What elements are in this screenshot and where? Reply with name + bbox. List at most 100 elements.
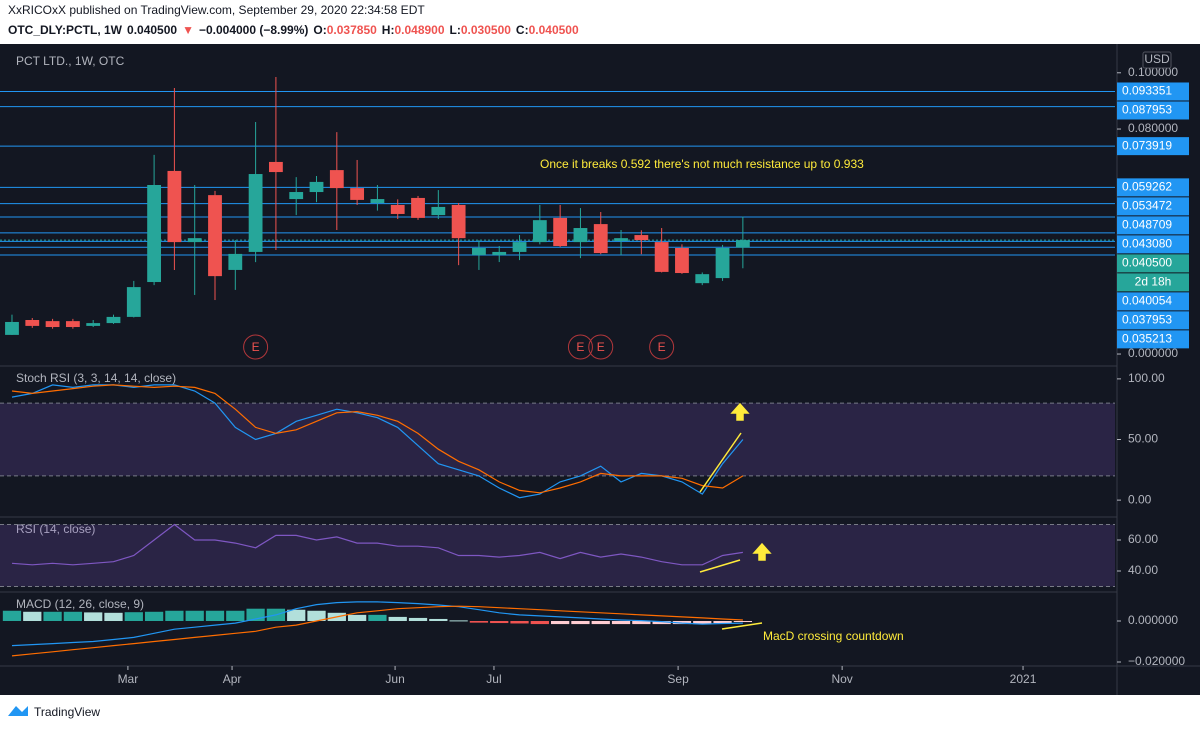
price-line-label: 0.059262: [1122, 180, 1172, 194]
y-tick-label: 50.00: [1128, 432, 1158, 446]
header-segment: C:: [516, 23, 529, 37]
price-line-label: 0.053472: [1122, 199, 1172, 213]
indicator-line: [11, 523, 743, 566]
current-price-box: [1117, 254, 1189, 273]
header-segment: 0.048900: [394, 23, 444, 37]
histogram-bar: [226, 610, 245, 622]
candle-body: [5, 321, 19, 335]
price-line-label: 0.043080: [1122, 237, 1172, 251]
annotation-arrows: [699, 402, 772, 630]
annotation-line: [721, 622, 763, 630]
price-line-label: 0.040054: [1122, 294, 1172, 308]
header-line1: XxRICOxX published on TradingView.com, S…: [8, 3, 425, 17]
price-line-label: 0.073919: [1122, 138, 1172, 152]
header-segment: H:: [382, 23, 395, 37]
price-line-label: 0.035213: [1122, 332, 1172, 346]
histogram-bar: [165, 610, 184, 622]
header-segment: O:: [313, 23, 326, 37]
band-fill: [0, 403, 1115, 476]
header-segment: 0.040500: [529, 23, 579, 37]
candle-body: [695, 274, 710, 284]
price-line-box: [1117, 292, 1189, 311]
candle-body: [86, 323, 101, 326]
histogram-bar: [530, 621, 549, 625]
x-tick-label: Mar: [118, 672, 139, 686]
histogram-bar: [43, 611, 62, 622]
candle-body: [65, 321, 80, 328]
histogram-bar: [408, 617, 428, 622]
candle-body: [228, 253, 243, 270]
y-tick-label: 60.00: [1128, 532, 1158, 546]
histogram-bar: [632, 621, 651, 625]
brand-name: TradingView: [34, 705, 100, 719]
histogram-bar: [205, 610, 225, 622]
candle-body: [675, 248, 689, 274]
candle-body: [735, 240, 750, 248]
price-line-box: [1117, 101, 1189, 120]
earnings-label: E: [576, 340, 584, 354]
earnings-marker: [588, 334, 614, 360]
histogram-bar: [490, 621, 509, 624]
histogram-bar: [449, 620, 468, 622]
candle-body: [126, 287, 141, 317]
indicator-line: [11, 384, 744, 499]
candle-body: [715, 248, 730, 279]
countdown-box: [1117, 273, 1189, 292]
earnings-marker: [243, 334, 269, 360]
band-fill: [0, 524, 1115, 587]
x-tick-label: Nov: [831, 672, 852, 686]
header-line2: OTC_DLY:PCTL, 1W 0.040500 ▼ −0.004000 (−8.9…: [8, 23, 579, 37]
x-tick-label: Sep: [667, 672, 689, 686]
candle-body: [512, 242, 527, 252]
candle-body: [614, 238, 628, 241]
annotation-text: MacD crossing countdown: [763, 629, 904, 643]
histogram-bar: [307, 610, 326, 622]
histogram-bar: [388, 616, 407, 622]
candle-body: [350, 188, 365, 200]
currency-box: [1142, 51, 1172, 69]
currency: USD: [1144, 52, 1170, 66]
histogram-bar: [104, 612, 123, 622]
indicator-line: [11, 605, 743, 657]
histogram-bar: [693, 621, 712, 625]
annotation-line: [699, 432, 742, 493]
candle-body: [208, 195, 222, 277]
histogram-bar: [23, 611, 42, 622]
histogram-bar: [652, 621, 671, 625]
candle-body: [634, 235, 649, 241]
histogram-bar: [429, 618, 448, 622]
candle-body: [411, 197, 425, 218]
price-line-box: [1117, 216, 1189, 235]
candle-body: [451, 204, 466, 239]
x-tick-label: Jun: [385, 672, 404, 686]
pane-title: PCT LTD., 1W, OTC: [16, 54, 125, 68]
price-line-box: [1117, 137, 1189, 156]
histogram-bar: [469, 621, 489, 623]
candle-body: [106, 316, 121, 324]
histogram-bar: [144, 611, 164, 622]
chart-area: [0, 44, 1200, 695]
earnings-marker: [567, 334, 593, 360]
histogram-bar: [63, 611, 83, 622]
candle-body: [289, 192, 304, 200]
x-tick-label: Jul: [486, 672, 501, 686]
histogram-bar: [287, 609, 306, 622]
header-segment: ▼: [182, 23, 194, 37]
y-tick-label: 0.000000: [1128, 346, 1178, 360]
price-line-box: [1117, 197, 1189, 216]
earnings-marker: [649, 334, 675, 360]
annotation-text: Once it breaks 0.592 there's not much re…: [540, 157, 864, 171]
price-line-label: 0.087953: [1122, 103, 1172, 117]
y-tick-label: −0.020000: [1128, 654, 1185, 668]
candle-body: [390, 204, 405, 214]
histogram-bar: [551, 621, 570, 625]
candle-body: [472, 248, 486, 256]
candle-body: [553, 217, 568, 247]
candle-body: [593, 224, 608, 254]
pane-title: MACD (12, 26, close, 9): [16, 597, 144, 611]
candle-body: [25, 320, 40, 326]
candle-body: [187, 238, 202, 243]
y-tick-label: 0.00: [1128, 492, 1152, 506]
x-tick-label: 2021: [1010, 672, 1037, 686]
